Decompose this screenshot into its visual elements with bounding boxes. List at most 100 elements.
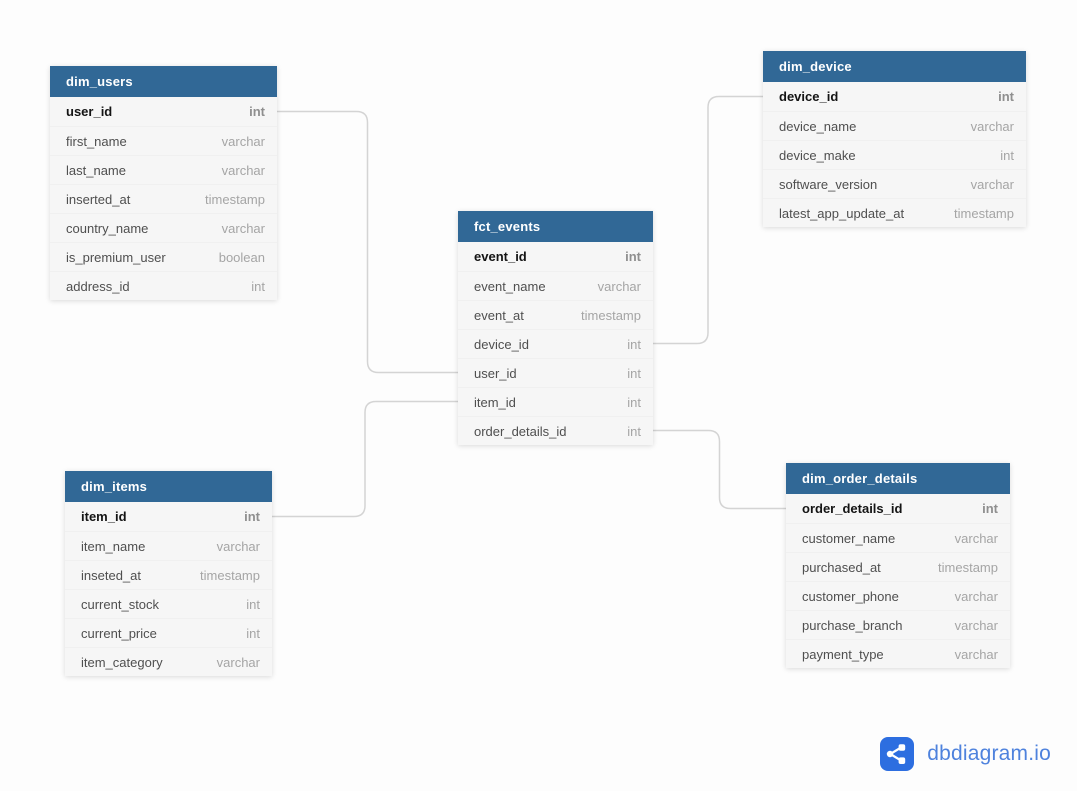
field-name: latest_app_update_at (779, 205, 905, 221)
field-row-inseted_at[interactable]: inseted_at timestamp (65, 560, 272, 589)
field-name: item_id (474, 394, 516, 410)
field-name: country_name (66, 220, 149, 236)
field-row-current_stock[interactable]: current_stock int (65, 589, 272, 618)
field-type: varchar (954, 588, 998, 604)
field-type: int (246, 596, 260, 612)
field-type: varchar (221, 220, 265, 236)
field-type: timestamp (954, 205, 1014, 221)
field-row-address_id[interactable]: address_id int (50, 271, 277, 300)
field-name: device_make (779, 147, 856, 163)
field-row-is_premium_user[interactable]: is_premium_user boolean (50, 242, 277, 271)
field-name: inseted_at (81, 567, 141, 583)
table-title: dim_items (81, 479, 148, 494)
field-row-current_price[interactable]: current_price int (65, 618, 272, 647)
field-row-customer_phone[interactable]: customer_phone varchar (786, 581, 1010, 610)
field-type: int (982, 501, 998, 516)
field-name: purchased_at (802, 559, 881, 575)
field-name: is_premium_user (66, 249, 166, 265)
field-row-order_details_id[interactable]: order_details_id int (786, 494, 1010, 523)
field-type: int (627, 394, 641, 410)
field-row-country_name[interactable]: country_name varchar (50, 213, 277, 242)
field-row-device_name[interactable]: device_name varchar (763, 111, 1026, 140)
field-type: int (627, 336, 641, 352)
field-row-latest_app_update_at[interactable]: latest_app_update_at timestamp (763, 198, 1026, 227)
field-name: event_id (474, 249, 527, 264)
field-type: int (244, 509, 260, 524)
field-row-item_category[interactable]: item_category varchar (65, 647, 272, 676)
field-type: varchar (954, 646, 998, 662)
field-row-purchase_branch[interactable]: purchase_branch varchar (786, 610, 1010, 639)
table-header-dim_users[interactable]: dim_users (50, 66, 277, 97)
field-row-last_name[interactable]: last_name varchar (50, 155, 277, 184)
field-name: customer_name (802, 530, 896, 546)
field-row-user_id[interactable]: user_id int (458, 358, 653, 387)
field-row-order_details_id[interactable]: order_details_id int (458, 416, 653, 445)
field-type: int (627, 423, 641, 439)
field-row-item_id[interactable]: item_id int (458, 387, 653, 416)
field-type: varchar (954, 617, 998, 633)
table-title: dim_device (779, 59, 852, 74)
field-type: varchar (970, 176, 1014, 192)
table-header-dim_order_details[interactable]: dim_order_details (786, 463, 1010, 494)
relationship-line-dim_device.device_id-to-fct_events.device_id (653, 95, 763, 345)
field-row-event_at[interactable]: event_at timestamp (458, 300, 653, 329)
table-dim_users[interactable]: dim_users user_id int first_name varchar last… (50, 66, 277, 300)
field-name: current_price (81, 625, 157, 641)
field-name: user_id (474, 365, 517, 381)
field-row-event_name[interactable]: event_name varchar (458, 271, 653, 300)
field-name: inserted_at (66, 191, 131, 207)
field-name: software_version (779, 176, 878, 192)
dbdiagram-logo[interactable]: dbdiagram.io (880, 737, 1051, 771)
field-name: event_name (474, 278, 546, 294)
field-name: item_name (81, 538, 146, 554)
table-title: dim_order_details (802, 471, 918, 486)
table-title: dim_users (66, 74, 133, 89)
table-header-dim_items[interactable]: dim_items (65, 471, 272, 502)
field-type: int (625, 249, 641, 264)
field-name: item_category (81, 654, 163, 670)
field-name: device_name (779, 118, 857, 134)
table-header-dim_device[interactable]: dim_device (763, 51, 1026, 82)
field-name: device_id (474, 336, 529, 352)
field-row-software_version[interactable]: software_version varchar (763, 169, 1026, 198)
field-name: current_stock (81, 596, 160, 612)
table-dim_order_details[interactable]: dim_order_details order_details_id int cust… (786, 463, 1010, 668)
field-row-device_id[interactable]: device_id int (458, 329, 653, 358)
field-name: payment_type (802, 646, 884, 662)
field-name: last_name (66, 162, 126, 178)
table-header-fct_events[interactable]: fct_events (458, 211, 653, 242)
field-type: timestamp (581, 307, 641, 323)
field-row-event_id[interactable]: event_id int (458, 242, 653, 271)
field-row-inserted_at[interactable]: inserted_at timestamp (50, 184, 277, 213)
field-name: purchase_branch (802, 617, 903, 633)
field-type: varchar (216, 538, 260, 554)
field-row-item_name[interactable]: item_name varchar (65, 531, 272, 560)
field-row-payment_type[interactable]: payment_type varchar (786, 639, 1010, 668)
field-type: int (251, 278, 265, 294)
field-row-user_id[interactable]: user_id int (50, 97, 277, 126)
field-row-item_id[interactable]: item_id int (65, 502, 272, 531)
logo-text: dbdiagram.io (927, 742, 1051, 765)
field-type: int (246, 625, 260, 641)
field-type: int (627, 365, 641, 381)
field-name: order_details_id (802, 501, 903, 516)
field-type: int (998, 89, 1014, 104)
table-fct_events[interactable]: fct_events event_id int event_name varchar ev… (458, 211, 653, 445)
field-type: timestamp (200, 567, 260, 583)
field-type: int (249, 104, 265, 119)
field-row-purchased_at[interactable]: purchased_at timestamp (786, 552, 1010, 581)
table-dim_device[interactable]: dim_device device_id int device_name varchar… (763, 51, 1026, 227)
field-row-device_id[interactable]: device_id int (763, 82, 1026, 111)
field-type: timestamp (205, 191, 265, 207)
field-name: item_id (81, 509, 127, 524)
field-row-customer_name[interactable]: customer_name varchar (786, 523, 1010, 552)
relationship-line-fct_events.order_details_id-to-dim_order_details.order_details_id (653, 429, 786, 510)
field-type: varchar (970, 118, 1014, 134)
field-name: event_at (474, 307, 524, 323)
field-row-first_name[interactable]: first_name varchar (50, 126, 277, 155)
field-name: address_id (66, 278, 130, 294)
field-row-device_make[interactable]: device_make int (763, 140, 1026, 169)
table-dim_items[interactable]: dim_items item_id int item_name varchar inset… (65, 471, 272, 676)
